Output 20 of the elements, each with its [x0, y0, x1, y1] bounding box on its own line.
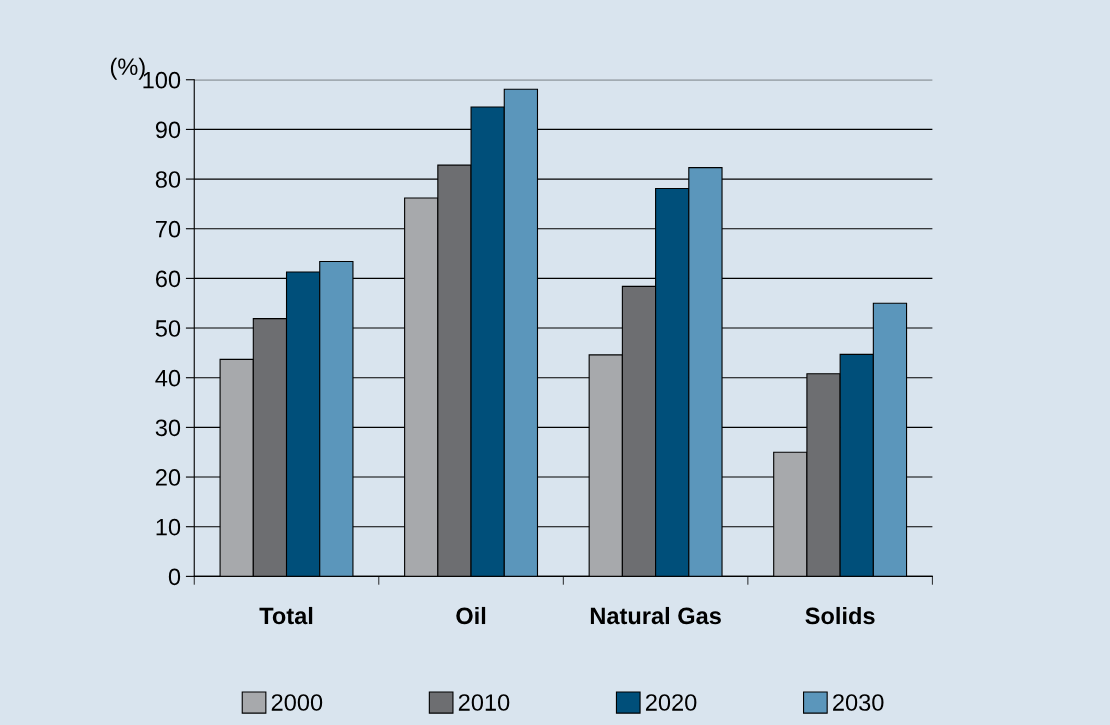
- y-tick-label: 10: [156, 518, 181, 536]
- x-tick-label: Oil: [456, 606, 486, 625]
- x-tick-label: Solids: [805, 606, 875, 625]
- y-tick-label: 80: [155, 171, 181, 188]
- y-axis-title: (%): [110, 57, 145, 80]
- legend-label: 2010: [458, 694, 510, 711]
- y-tick-label: 40: [155, 369, 181, 387]
- legend-label: 2030: [833, 694, 884, 711]
- y-tick-label: 30: [155, 419, 181, 437]
- legend-label: 2020: [645, 694, 697, 711]
- x-tick-label: Natural Gas: [590, 606, 721, 625]
- y-tick-label: 0: [168, 568, 181, 586]
- legend-label: 2000: [271, 694, 323, 711]
- x-tick-label: Total: [259, 606, 313, 625]
- y-tick-label: 50: [155, 320, 181, 337]
- y-tick-label: 70: [156, 220, 181, 238]
- y-tick-label: 20: [155, 469, 181, 486]
- y-tick-label: 90: [155, 121, 181, 139]
- y-tick-label: 60: [155, 270, 181, 288]
- y-tick-label: 100: [143, 71, 181, 89]
